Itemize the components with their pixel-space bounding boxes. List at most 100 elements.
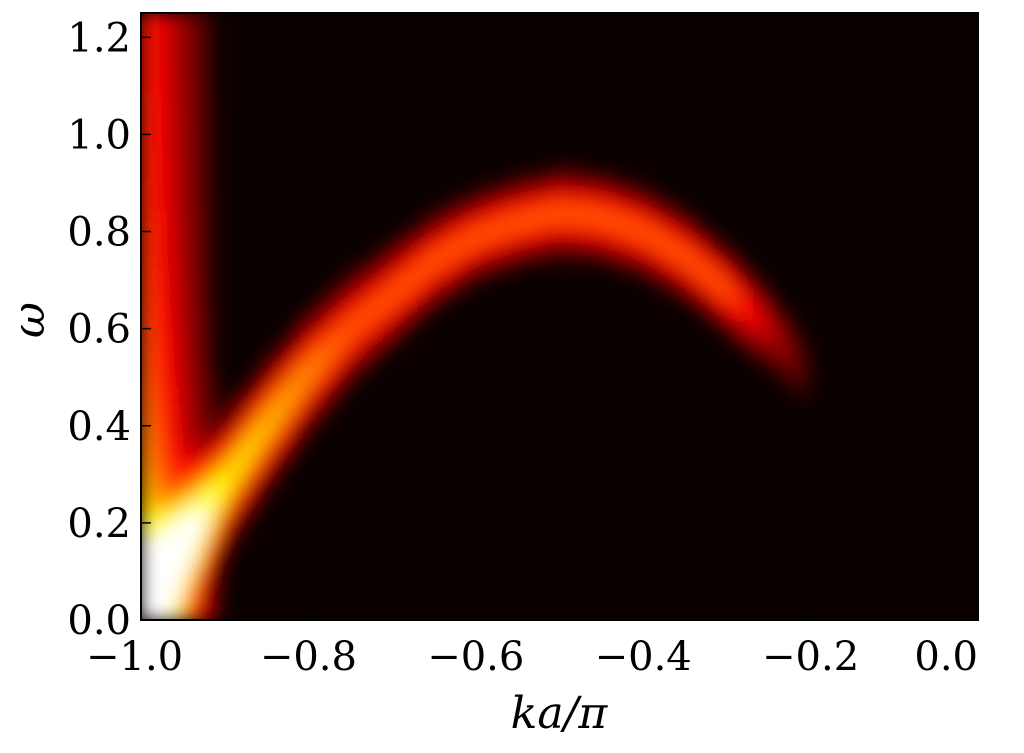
heatmap-cell bbox=[444, 199, 456, 210]
heatmap-cell bbox=[193, 130, 205, 141]
heatmap-cell bbox=[800, 336, 812, 347]
heatmap-cell bbox=[549, 199, 561, 210]
heatmap-cell bbox=[601, 238, 613, 249]
heatmap-cell bbox=[161, 296, 173, 308]
heatmap-cell bbox=[381, 277, 393, 288]
heatmap-cell bbox=[161, 179, 173, 190]
heatmap-cell bbox=[350, 257, 362, 269]
heatmap-cell bbox=[214, 492, 226, 504]
heatmap-cell bbox=[737, 336, 749, 347]
heatmap-cell bbox=[141, 355, 153, 367]
heatmap-cell bbox=[193, 257, 205, 269]
heatmap-cell bbox=[172, 101, 184, 112]
heatmap-cell bbox=[329, 385, 341, 396]
heatmap-cell bbox=[528, 208, 540, 220]
heatmap-cell bbox=[141, 306, 153, 318]
heatmap-cell bbox=[789, 326, 801, 337]
heatmap-cell bbox=[287, 433, 299, 445]
heatmap-cell bbox=[203, 590, 215, 602]
heatmap-cell bbox=[182, 296, 194, 308]
heatmap-cell bbox=[454, 199, 466, 210]
heatmap-cell bbox=[475, 277, 487, 288]
heatmap-cell bbox=[392, 277, 404, 288]
heatmap-cell bbox=[182, 590, 194, 602]
heatmap-cell bbox=[141, 336, 153, 347]
heatmap-cell bbox=[297, 443, 309, 455]
heatmap-cell bbox=[203, 541, 215, 553]
heatmap-cell bbox=[287, 355, 299, 367]
heatmap-cell bbox=[141, 169, 153, 181]
heatmap-cell bbox=[685, 247, 697, 259]
heatmap-cell bbox=[193, 140, 205, 151]
heatmap-cell bbox=[193, 81, 205, 92]
heatmap-cell bbox=[549, 169, 561, 181]
heatmap-cell bbox=[737, 267, 749, 278]
heatmap-cell bbox=[496, 257, 508, 269]
heatmap-cell bbox=[737, 277, 749, 288]
heatmap-cell bbox=[496, 189, 508, 200]
heatmap-cell bbox=[141, 316, 153, 327]
heatmap-cell bbox=[161, 13, 173, 24]
heatmap-cell bbox=[454, 228, 466, 239]
heatmap-cell bbox=[172, 551, 184, 562]
heatmap-cell bbox=[538, 228, 550, 239]
heatmap-cell bbox=[360, 267, 372, 278]
heatmap-cell bbox=[203, 208, 215, 220]
heatmap-cell bbox=[716, 287, 728, 298]
heatmap-cell bbox=[517, 228, 529, 239]
heatmap-cell bbox=[486, 179, 498, 190]
heatmap-cell bbox=[182, 385, 194, 396]
heatmap-cell bbox=[611, 267, 623, 278]
heatmap-cell bbox=[392, 257, 404, 269]
heatmap-cell bbox=[277, 355, 289, 367]
heatmap-cell bbox=[789, 385, 801, 396]
heatmap-cell bbox=[193, 610, 205, 620]
heatmap-cell bbox=[193, 531, 205, 543]
heatmap-cell bbox=[465, 267, 477, 278]
heatmap-cell bbox=[151, 159, 163, 171]
heatmap-cell bbox=[161, 326, 173, 337]
heatmap-cell bbox=[423, 238, 435, 249]
heatmap-cell bbox=[182, 531, 194, 543]
heatmap-cell bbox=[266, 473, 278, 484]
heatmap-cell bbox=[496, 267, 508, 278]
heatmap-cell bbox=[151, 257, 163, 269]
heatmap-cell bbox=[413, 287, 425, 298]
heatmap-cell bbox=[622, 218, 634, 229]
heatmap-cell bbox=[287, 443, 299, 455]
heatmap-cell bbox=[747, 326, 759, 337]
heatmap-cell bbox=[182, 365, 194, 376]
heatmap-cell bbox=[580, 218, 592, 229]
heatmap-cell bbox=[141, 502, 153, 513]
heatmap-cell bbox=[705, 277, 718, 288]
heatmap-cell bbox=[737, 345, 749, 357]
heatmap-cell bbox=[433, 208, 446, 220]
heatmap-cell bbox=[674, 208, 686, 220]
heatmap-cell bbox=[674, 287, 686, 298]
heatmap-cell bbox=[277, 443, 289, 455]
heatmap-cell bbox=[193, 561, 205, 572]
heatmap-cell bbox=[454, 247, 466, 259]
heatmap-cell bbox=[297, 306, 309, 318]
heatmap-cell bbox=[308, 375, 320, 386]
heatmap-cell bbox=[685, 218, 697, 229]
heatmap-cell bbox=[758, 287, 770, 298]
heatmap-cell bbox=[151, 580, 163, 592]
heatmap-cell bbox=[590, 179, 602, 190]
heatmap-cell bbox=[214, 571, 226, 582]
heatmap-cell bbox=[266, 414, 278, 425]
heatmap-cell bbox=[151, 590, 163, 602]
heatmap-cell bbox=[528, 169, 540, 181]
heatmap-cell bbox=[549, 159, 561, 171]
heatmap-cell bbox=[308, 414, 320, 425]
heatmap-cell bbox=[402, 287, 414, 298]
heatmap-cell bbox=[381, 247, 393, 259]
heatmap-cell bbox=[538, 218, 550, 229]
heatmap-cell bbox=[705, 238, 718, 249]
heatmap-cells bbox=[141, 13, 812, 620]
heatmap-cell bbox=[193, 473, 205, 484]
heatmap-cell bbox=[486, 228, 498, 239]
heatmap-cell bbox=[339, 277, 351, 288]
heatmap-cell bbox=[245, 443, 257, 455]
heatmap-cell bbox=[350, 287, 362, 298]
